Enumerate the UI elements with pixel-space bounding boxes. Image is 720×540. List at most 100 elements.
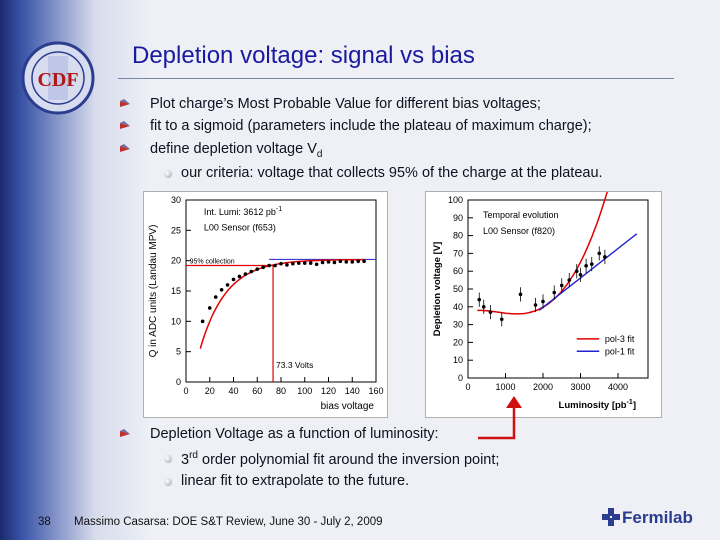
fermilab-text: Fermilab [622,508,693,527]
legend-label-pol1: pol-1 fit [605,346,635,356]
y-tick-label: 30 [171,195,181,205]
sub-bullet-2-text: order polynomial fit around the inversio… [197,451,500,468]
lumi-annotation: Int. Lumi: 3612 pb-1 [204,206,282,217]
fermilab-logo: Fermilab [602,508,693,528]
bullet-1-text: Plot charge’s Most Probable Value for di… [150,96,541,112]
sub-bullet-2-sup: rd [189,450,198,461]
sub-bullet-1-text: our criteria: voltage that collects 95% … [181,165,603,181]
data-point [285,263,289,267]
data-point [567,278,572,282]
sub-bullet-dot-icon [164,170,172,178]
data-point [225,283,230,287]
y-tick-label: 70 [453,248,463,258]
data-point [279,261,283,266]
sub-bullet-3-text: linear fit to extrapolate to the future. [181,473,410,489]
y-tick-label: 60 [453,266,463,276]
collection-annotation: 95% collection [190,259,235,266]
x-axis-label: bias voltage [321,401,375,412]
sub-bullet-2: 3rd order polynomial fit around the inve… [164,450,500,468]
data-point [338,259,343,264]
sub-bullet-2-num: 3 [181,451,190,468]
bullet-marker-icon [120,121,130,129]
pointer-arrow [478,396,522,440]
data-point [308,261,313,265]
y-tick-label: 5 [176,347,181,357]
data-point [249,269,254,274]
y-tick-label: 50 [453,284,463,294]
data-point [267,263,271,268]
data-point [314,262,319,267]
chart-title: Temporal evolution [483,210,559,220]
x-tick-label: 0 [465,382,470,392]
data-point [597,251,602,256]
y-tick-label: 10 [171,316,181,326]
slide-title: Depletion voltage: signal vs bias [132,42,475,69]
data-point [243,272,248,276]
data-point [320,260,325,265]
data-point [552,290,557,295]
bullet-4-text: Depletion Voltage as a function of lumin… [150,426,439,442]
bullet-2-text: fit to a sigmoid (parameters include the… [150,118,592,134]
bullet-2: fit to a sigmoid (parameters include the… [120,118,592,134]
data-point [362,259,366,264]
y-tick-label: 90 [453,213,463,223]
x-axis-label: Luminosity [pb-1] [559,399,636,411]
title-rule [118,78,674,79]
data-point [213,295,218,299]
data-point [237,274,242,279]
data-point [499,317,504,322]
data-point [541,299,545,304]
sub-bullet-dot-icon [164,455,172,463]
data-point [255,267,260,271]
data-point [332,260,337,265]
x-tick-label: 40 [228,386,238,396]
chart-charge-vs-bias: 0 20 40 60 80 100 120 140 160 0 5 10 15 20 25 30 bias vo… [143,191,388,418]
data-point [297,261,301,265]
y-axis-label: Depletion voltage [V] [432,242,443,336]
data-point [261,265,265,270]
page-number: 38 [38,516,51,528]
sub-bullet-dot-icon [164,478,172,486]
data-point [231,277,236,282]
data-point [477,297,482,302]
data-point [481,305,486,309]
bullet-3: define depletion voltage Vd [120,141,322,160]
data-point [603,255,607,259]
x-tick-label: 140 [345,386,360,396]
y-tick-label: 30 [453,320,463,330]
y-tick-label: 100 [448,195,463,205]
bullet-marker-icon [120,144,130,152]
y-tick-label: 10 [453,355,463,365]
x-axis-label-sup: -1 [627,399,633,406]
y-tick-label: 20 [453,337,463,347]
data-point [344,260,349,264]
x-tick-label: 3000 [570,382,590,392]
y-tick-label: 40 [453,302,463,312]
x-tick-label: 80 [276,386,286,396]
data-point [200,319,205,324]
bullet-marker-icon [120,429,130,437]
x-tick-label: 1000 [495,382,515,392]
cdf-logo: CDF [21,41,95,115]
data-point [350,260,355,264]
volts-annotation: 73.3 Volts [276,360,313,370]
data-point [326,260,331,264]
footer-text: Massimo Casarsa: DOE S&T Review, June 30… [74,516,383,528]
data-point [356,259,360,264]
sensor-annotation: L00 Sensor (f653) [204,222,276,232]
data-point [533,303,538,307]
chart-depletion-vs-luminosity: 0 1000 2000 3000 4000 0 10 20 30 40 50 60 70 80 90 100 L… [425,191,662,418]
pol1-fit-line [538,233,638,311]
sigmoid-fit-curve [199,258,365,349]
data-point [207,306,212,310]
bullet-3-text: define depletion voltage V [150,141,317,157]
data-point [488,310,493,314]
data-point [219,287,224,292]
sensor-annotation: L00 Sensor (f820) [483,226,555,236]
fermilab-icon [602,508,620,526]
x-tick-label: 60 [252,386,262,396]
x-tick-label: 4000 [608,382,628,392]
data-point [574,269,579,273]
logo-text: CDF [37,69,78,91]
sub-bullet-3: linear fit to extrapolate to the future. [164,473,410,489]
